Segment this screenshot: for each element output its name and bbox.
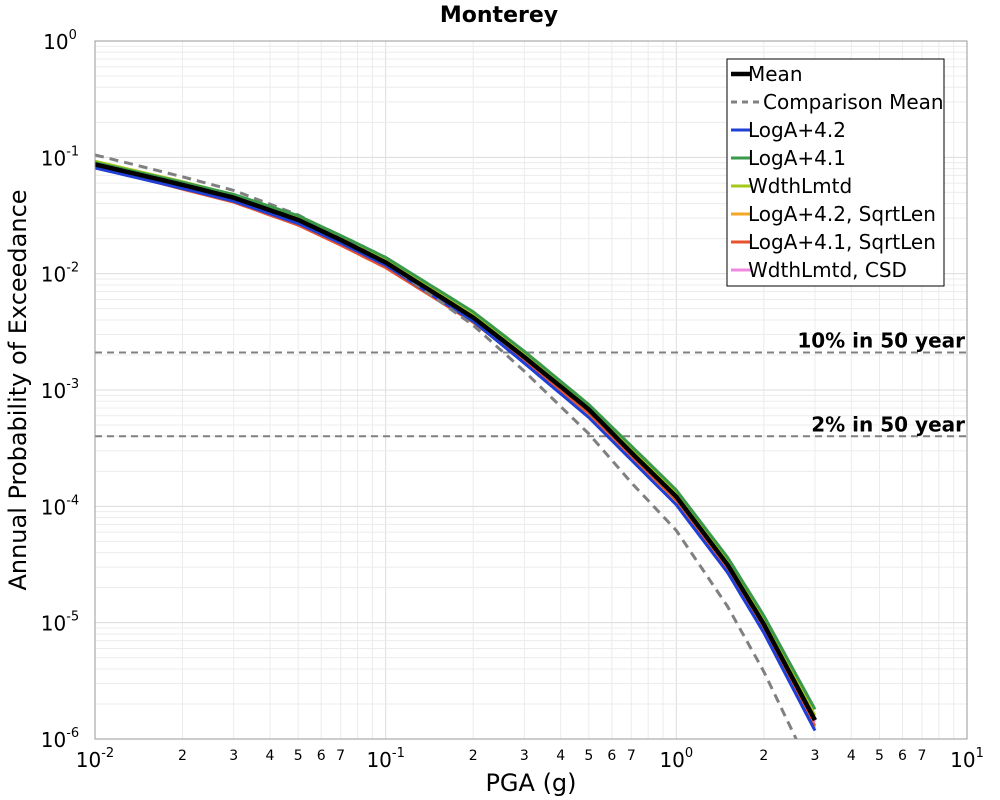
legend: Mean Comparison Mean LogA+4.2 LogA+4.1 WdthL…	[726, 58, 945, 287]
x-minor-tick-label: 4	[847, 748, 856, 764]
x-minor-tick-label: 7	[336, 748, 345, 764]
legend-item-label: Comparison Mean	[763, 90, 944, 114]
x-tick-label: 101	[950, 746, 984, 772]
x-minor-tick-label: 5	[294, 748, 303, 764]
y-tick-label: 100	[43, 28, 77, 54]
x-minor-tick-label: 6	[607, 748, 616, 764]
x-minor-tick-label: 2	[178, 748, 187, 764]
x-minor-tick-label: 2	[759, 748, 768, 764]
series-line	[95, 153, 798, 739]
y-tick-label: 10-4	[41, 493, 79, 519]
series-line	[95, 161, 817, 711]
series-line	[95, 162, 817, 722]
x-tick-label: 10-1	[366, 746, 404, 772]
x-minor-tick-label: 7	[627, 748, 636, 764]
y-tick-label: 10-2	[41, 261, 79, 287]
y-axis-label: Annual Probability of Exceedance	[4, 189, 32, 590]
x-tick-label: 10-2	[76, 746, 114, 772]
x-minor-tick-label: 4	[556, 748, 565, 764]
x-minor-tick-label: 4	[266, 748, 275, 764]
x-axis-label: PGA (g)	[485, 769, 576, 797]
legend-item-label: WdthLmtd, CSD	[748, 258, 907, 282]
series-layer	[95, 153, 817, 739]
x-minor-tick-label: 5	[875, 748, 884, 764]
x-minor-tick-label: 3	[520, 748, 529, 764]
reference-line-label: 10% in 50 year	[797, 329, 965, 353]
chart-title: Monterey	[440, 3, 558, 28]
legend-item-label: LogA+4.2, SqrtLen	[748, 202, 936, 226]
y-tick-label: 10-3	[41, 377, 79, 403]
legend-item-label: LogA+4.2	[748, 118, 846, 142]
legend-item-label: LogA+4.1, SqrtLen	[748, 230, 936, 254]
x-minor-tick-label: 3	[811, 748, 820, 764]
x-minor-tick-label: 6	[898, 748, 907, 764]
reference-lines: 10% in 50 year 2% in 50 year	[95, 329, 967, 438]
x-minor-tick-label: 6	[317, 748, 326, 764]
series-line	[95, 166, 817, 732]
legend-item-label: WdthLmtd	[748, 174, 852, 198]
x-minor-tick-label: 3	[229, 748, 238, 764]
y-tick-label: 10-1	[41, 144, 79, 170]
x-tick-label: 100	[659, 746, 693, 772]
reference-line-label: 2% in 50 year	[811, 412, 965, 436]
x-minor-tick-label: 7	[918, 748, 927, 764]
plot-frame	[94, 40, 968, 740]
legend-item-label: LogA+4.1	[748, 146, 846, 170]
y-tick-label: 10-5	[41, 610, 79, 636]
y-tick-label: 10-6	[41, 726, 79, 752]
legend-item-label: Mean	[748, 62, 803, 86]
legend-box	[726, 58, 945, 287]
x-minor-tick-label: 2	[469, 748, 478, 764]
x-minor-tick-label: 5	[584, 748, 593, 764]
